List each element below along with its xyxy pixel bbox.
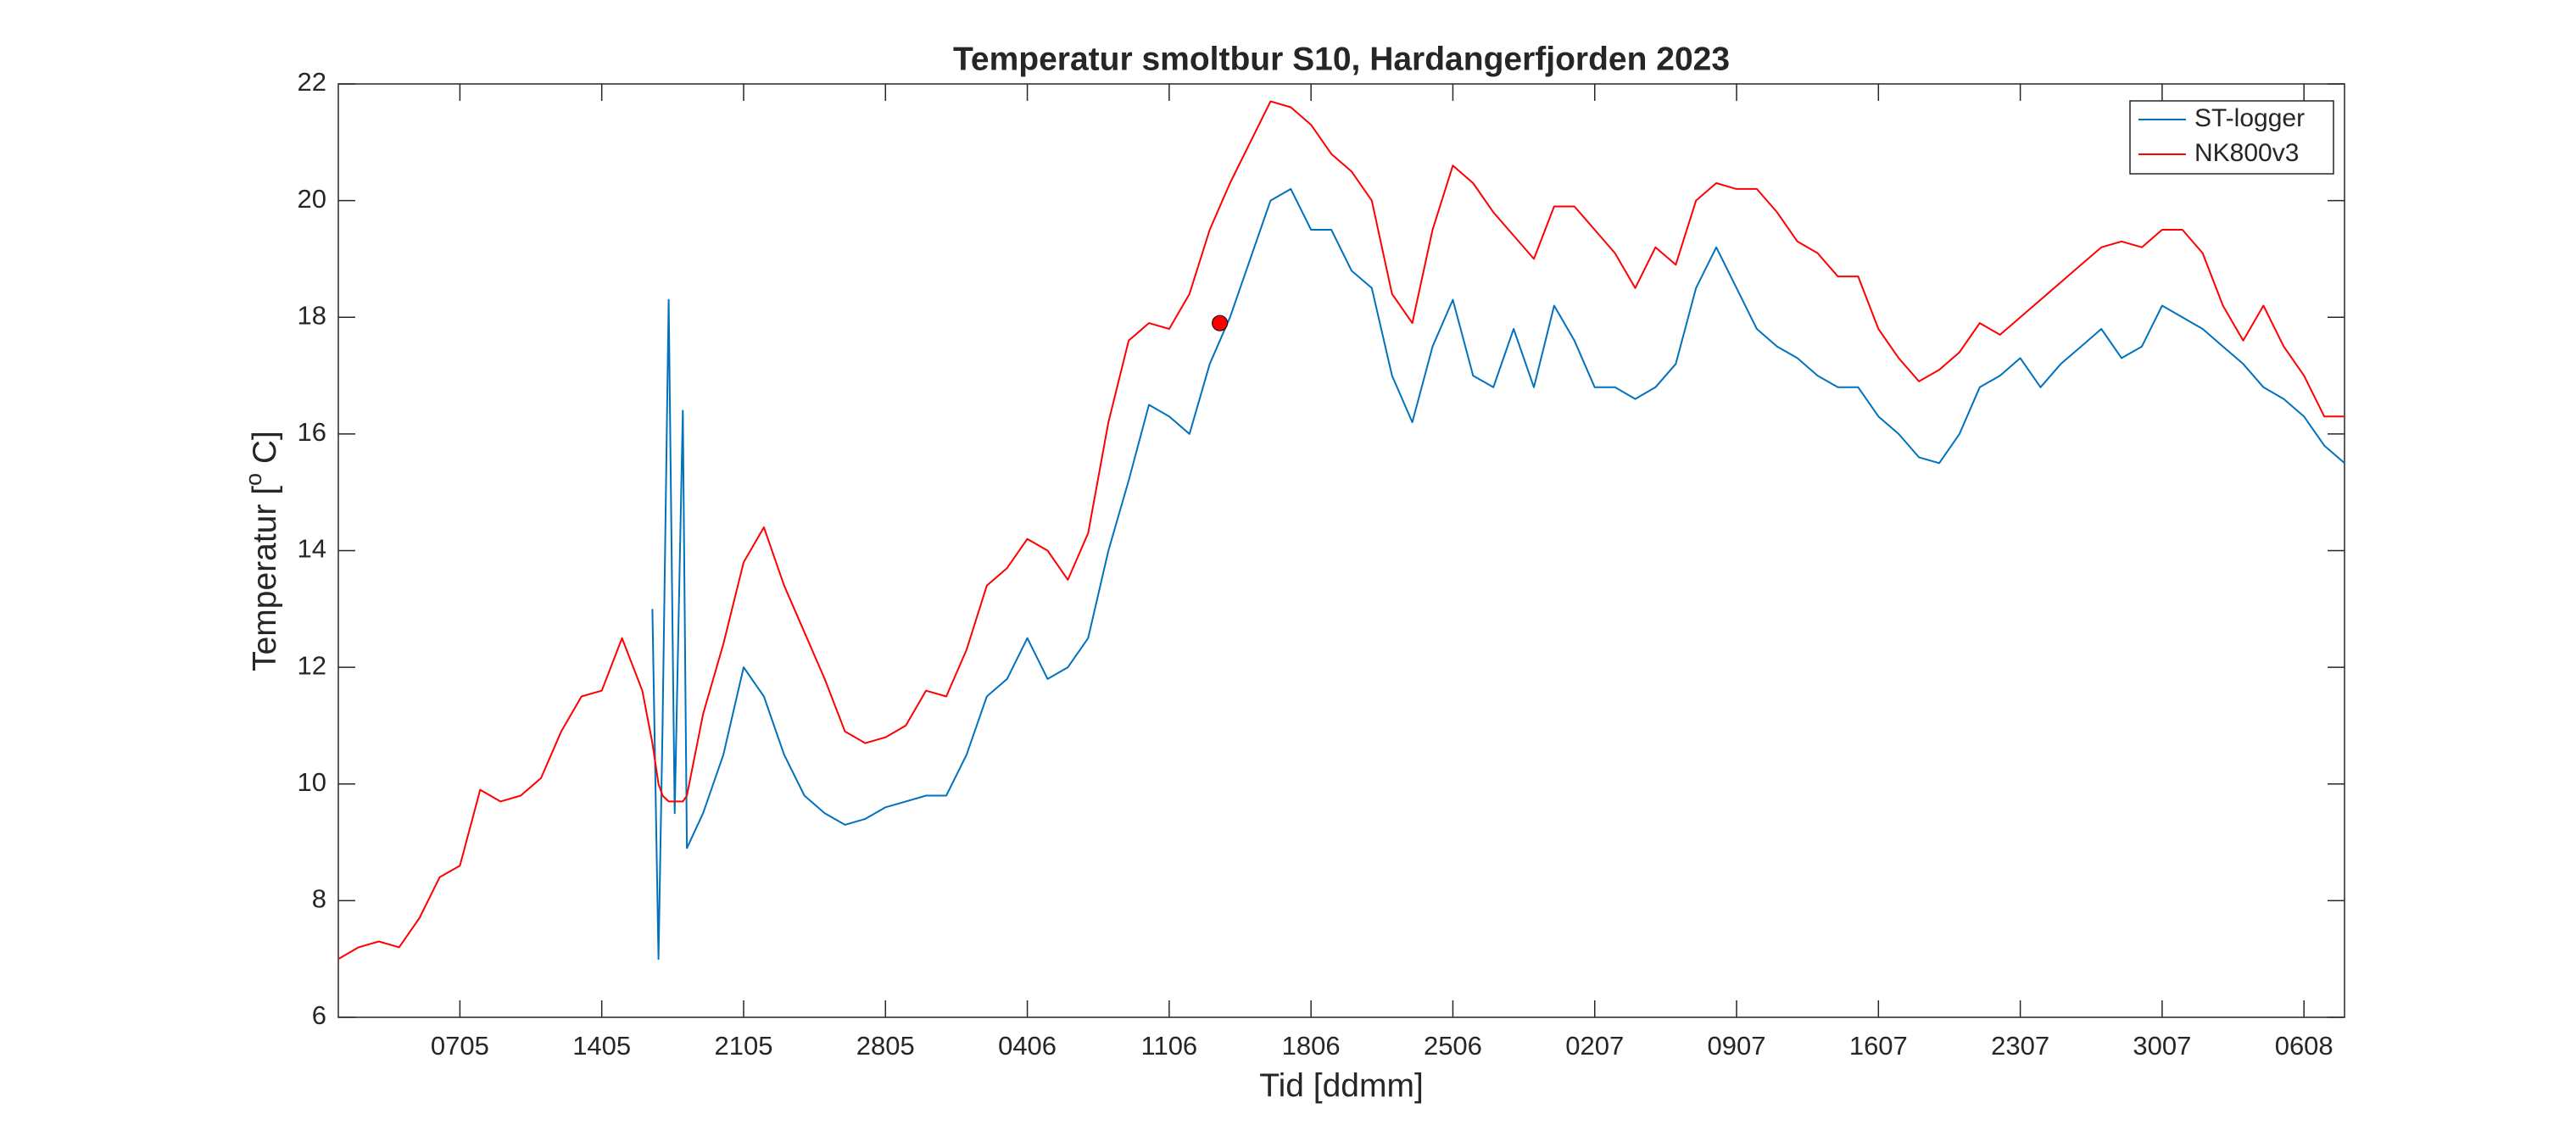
data-line — [337, 100, 2345, 961]
y-tick-label: 8 — [312, 884, 326, 914]
y-axis-label: Temperatur [o C] — [241, 431, 283, 671]
plot-area — [337, 83, 2345, 1018]
x-tick-label: 1607 — [1849, 1031, 1908, 1061]
chart-title: Temperatur smoltbur S10, Hardangerfjorde… — [953, 41, 1730, 77]
x-tick-label: 1106 — [1141, 1031, 1198, 1061]
x-tick-label: 2307 — [1991, 1031, 2049, 1061]
y-tick-label: 20 — [298, 184, 326, 214]
x-tick-label: 3007 — [2133, 1031, 2191, 1061]
y-tick-label: 12 — [298, 650, 326, 680]
x-axis-label: Tid [ddmm] — [1259, 1067, 1424, 1104]
y-axis-label-part: Temperatur [ — [247, 486, 283, 671]
x-tick-label: 0705 — [431, 1031, 489, 1061]
x-tick-label: 2105 — [714, 1031, 772, 1061]
y-tick-label: 14 — [298, 534, 326, 564]
x-tick-label: 2506 — [1424, 1031, 1482, 1061]
x-tick-label: 1405 — [572, 1031, 631, 1061]
x-tick-label: 0608 — [2275, 1031, 2333, 1061]
y-tick-label: 10 — [298, 767, 326, 797]
x-tick-label: 2805 — [856, 1031, 915, 1061]
y-tick-label: 22 — [298, 67, 326, 97]
y-tick-label: 16 — [298, 417, 326, 447]
x-tick-label: 1806 — [1282, 1031, 1341, 1061]
data-line — [651, 187, 2345, 961]
legend-box — [2129, 100, 2334, 175]
y-axis-label-superscript: o — [241, 473, 266, 486]
x-tick-label: 0406 — [998, 1031, 1057, 1061]
x-tick-label: 0907 — [1708, 1031, 1766, 1061]
y-tick-label: 6 — [312, 1000, 326, 1030]
y-axis-label-part: C] — [247, 431, 283, 473]
data-point — [1212, 315, 1229, 331]
legend-label: NK800v3 — [2194, 139, 2299, 167]
y-tick-label: 18 — [298, 300, 326, 330]
x-tick-label: 0207 — [1565, 1031, 1624, 1061]
legend-label: ST-logger — [2194, 104, 2305, 132]
